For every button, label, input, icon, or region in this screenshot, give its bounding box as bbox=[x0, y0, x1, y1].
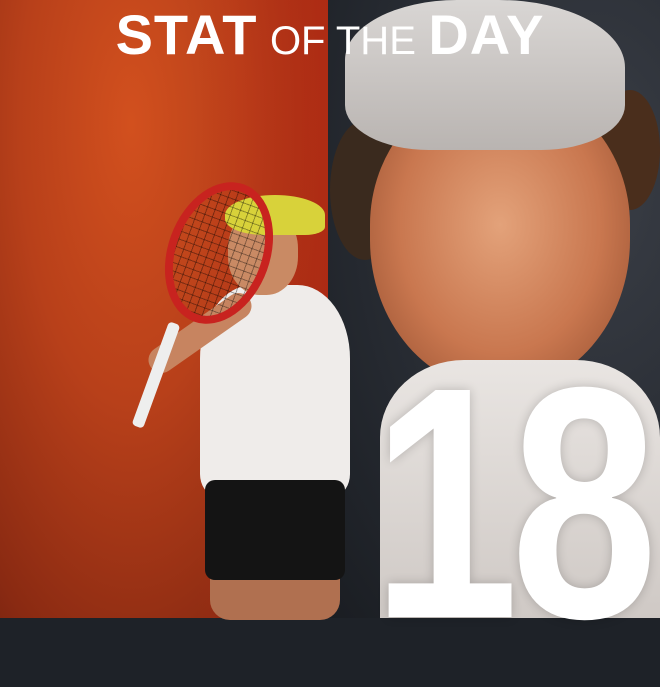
player-portrait-cap bbox=[345, 0, 625, 150]
player-shorts bbox=[205, 480, 345, 580]
stat-number: 18 bbox=[372, 318, 658, 687]
player-portrait-shirt bbox=[380, 360, 660, 618]
headline: STAT OF THE DAY bbox=[0, 2, 660, 67]
headline-day: DAY bbox=[428, 3, 545, 66]
player-action-photo bbox=[140, 190, 380, 620]
headline-stat: STAT bbox=[115, 3, 258, 66]
player-cap bbox=[225, 195, 325, 235]
headline-of-the: OF THE bbox=[269, 19, 416, 63]
